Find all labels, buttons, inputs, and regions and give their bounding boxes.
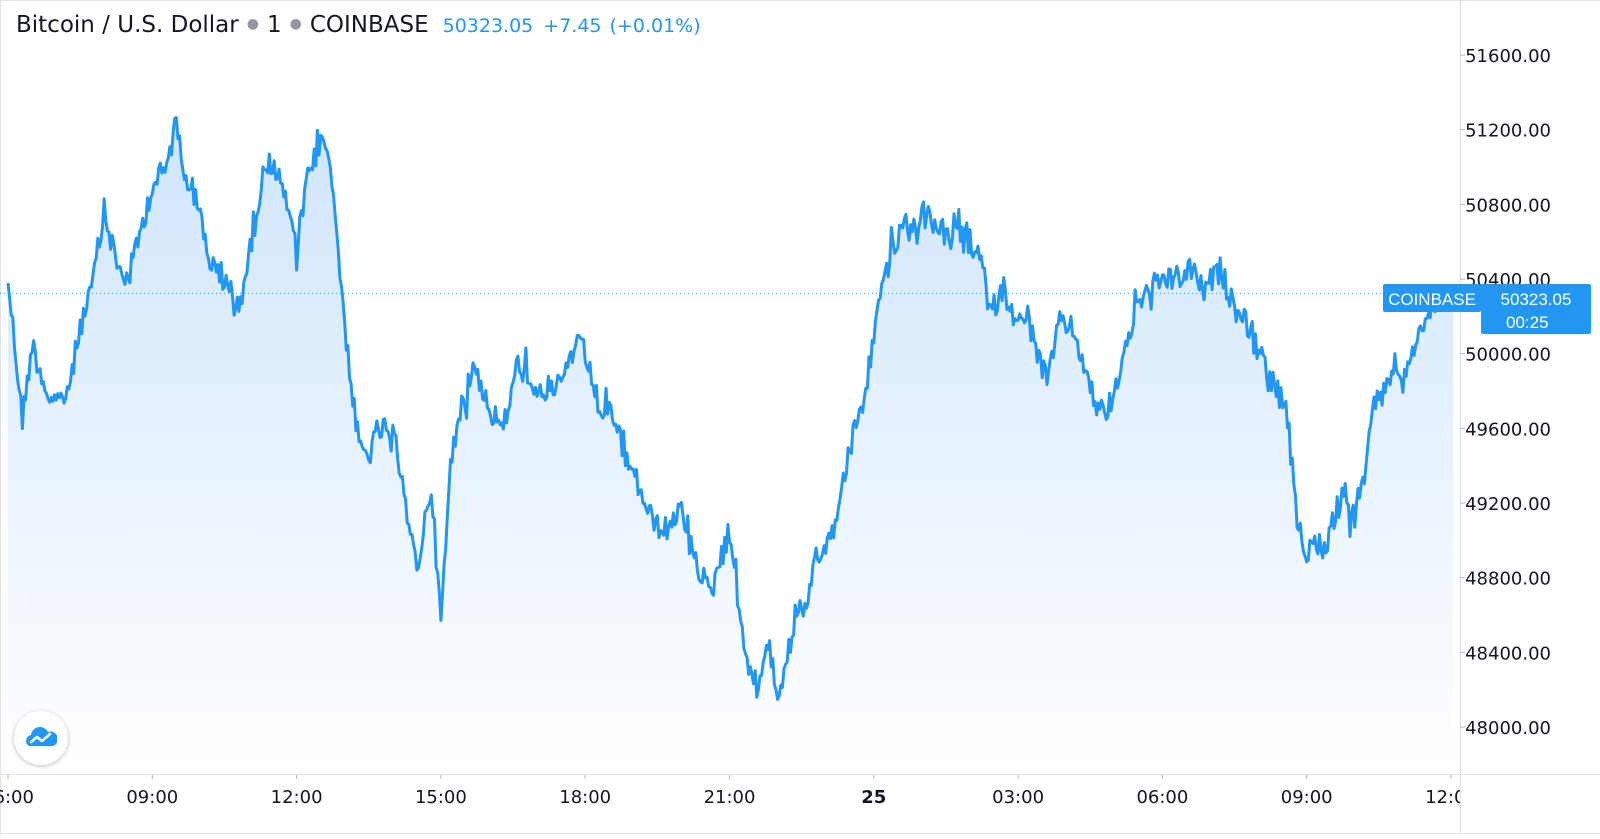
price-axis-tick-label: 48000.00 <box>1465 718 1551 739</box>
price-area <box>8 117 1454 774</box>
time-axis-tick-label: 12:00 <box>271 787 323 808</box>
interval-label[interactable]: 1 <box>266 12 282 38</box>
exchange-name: COINBASE <box>309 12 429 38</box>
price-axis-tick-label: 49600.00 <box>1465 419 1551 440</box>
price-line-layer <box>6 116 1454 701</box>
price-axis-tick-label: 50800.00 <box>1465 195 1551 216</box>
exchange-label-text: COINBASE <box>1388 290 1476 309</box>
legend-separator: ● <box>246 16 259 32</box>
price-line <box>6 116 1454 701</box>
price-badge-layer: COINBASE 50323.05 00:25 <box>1383 284 1591 334</box>
time-axis-tick-label: 25 <box>861 787 886 808</box>
legend-change: +7.45 <box>543 15 602 37</box>
price-axis-tick-label: 51600.00 <box>1465 46 1551 67</box>
time-axis[interactable]: 06:00 09:00 12:00 15:00 18:00 21:00 25 03:00 06:… <box>0 774 1477 808</box>
time-axis-tick-label: 15:00 <box>415 787 467 808</box>
chart-legend[interactable]: Bitcoin / U.S. Dollar ● 1 ● COINBASE 503… <box>16 12 701 38</box>
price-axis-tick-label: 48800.00 <box>1465 569 1551 590</box>
legend-separator: ● <box>289 16 302 32</box>
time-axis-tick-label: 21:00 <box>704 787 756 808</box>
bar-countdown-text: 00:25 <box>1506 313 1549 332</box>
tradingview-cloud-icon[interactable] <box>14 711 68 765</box>
price-axis-tick-label: 48400.00 <box>1465 643 1551 664</box>
price-axis-tick-label: 50000.00 <box>1465 345 1551 366</box>
area-fill-layer <box>8 117 1454 774</box>
last-price-badge <box>1481 284 1591 334</box>
time-axis-tick-label: 09:00 <box>1281 787 1333 808</box>
price-axis-tick-label: 51200.00 <box>1465 121 1551 142</box>
price-axis[interactable]: 48000.00 48400.00 48800.00 49200.00 49600.00… <box>1460 46 1551 739</box>
time-axis-tick-label: 03:00 <box>992 787 1044 808</box>
price-axis-tick-label: 49200.00 <box>1465 494 1551 515</box>
symbol-name[interactable]: Bitcoin / U.S. Dollar <box>16 12 239 38</box>
time-axis-tick-label: 12:00 <box>1425 787 1477 808</box>
legend-price: 50323.05 <box>442 15 534 37</box>
last-price-text: 50323.05 <box>1501 290 1572 309</box>
exchange-label-badge <box>1383 284 1481 312</box>
time-axis-tick-label: 18:00 <box>559 787 611 808</box>
time-axis-tick-label: 06:00 <box>1136 787 1188 808</box>
cloud-chart-icon <box>26 727 57 746</box>
time-axis-tick-label: 06:00 <box>0 787 34 808</box>
time-axis-tick-label: 09:00 <box>126 787 178 808</box>
legend-change-percent: (+0.01%) <box>609 15 701 37</box>
